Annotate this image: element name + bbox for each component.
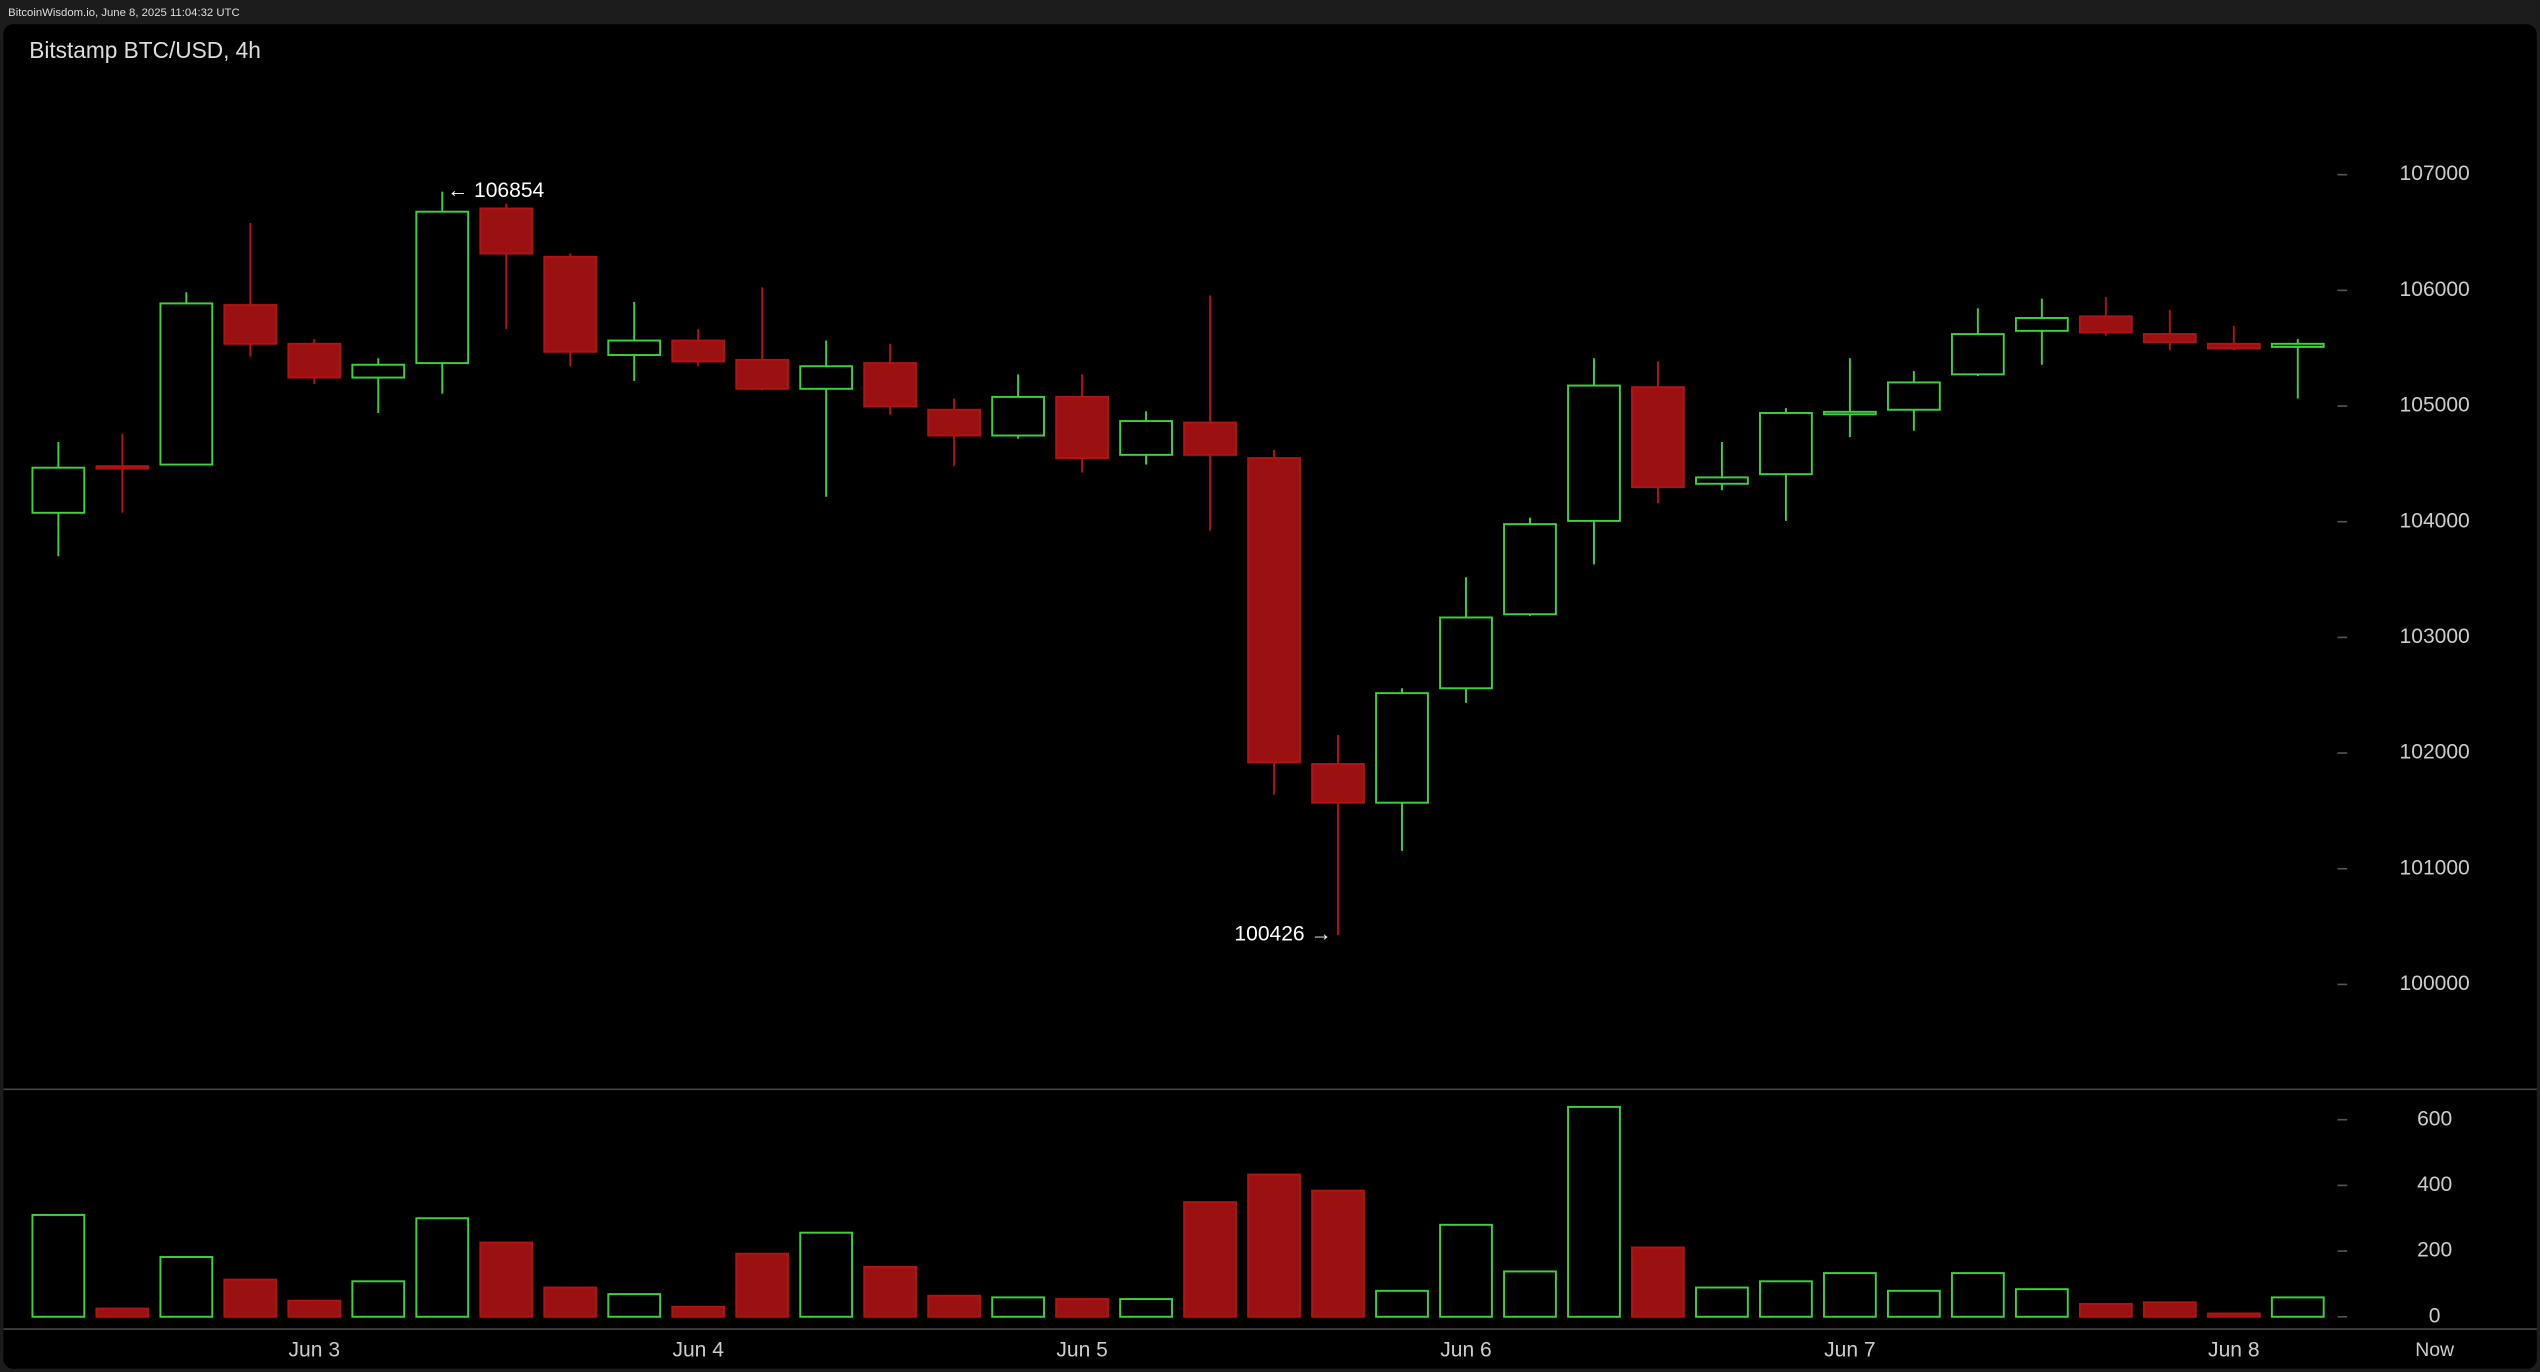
y-tick-label: 100000 <box>2400 972 2470 995</box>
y-tick-label: 107000 <box>2400 162 2470 185</box>
x-tick-label: Jun 6 <box>1440 1339 1492 1362</box>
volume-bar <box>1886 1289 1941 1318</box>
candle-body <box>95 465 150 470</box>
y-tick-label: 102000 <box>2400 741 2470 764</box>
candle-body <box>671 339 726 363</box>
volume-bar <box>735 1252 790 1318</box>
volume-bar <box>1823 1272 1877 1318</box>
candle-body <box>2014 317 2069 332</box>
candle-body <box>1759 412 1813 476</box>
volume-bar <box>607 1293 662 1318</box>
volume-bar <box>1759 1280 1813 1318</box>
x-tick-label: Jun 3 <box>289 1339 341 1362</box>
volume-tick-label: 400 <box>2417 1173 2452 1196</box>
volume-tick-label: 0 <box>2429 1304 2441 1327</box>
volume-bar <box>95 1307 150 1318</box>
volume-bar <box>799 1231 854 1318</box>
candle-body <box>1375 692 1429 804</box>
volume-bar <box>1183 1201 1237 1318</box>
candle-body <box>1311 763 1365 804</box>
volume-bar <box>2206 1312 2261 1318</box>
candle-body <box>415 210 470 365</box>
candle-body <box>1503 523 1557 616</box>
candle-body <box>1950 333 2005 376</box>
x-tick-label: Jun 8 <box>2208 1339 2260 1362</box>
candle-body <box>223 304 278 345</box>
volume-bar <box>2014 1288 2069 1318</box>
volume-bar <box>1439 1223 1493 1318</box>
y-tick-label: 105000 <box>2400 394 2470 417</box>
now-label: Now <box>2415 1339 2455 1361</box>
candle-body <box>1695 476 1749 485</box>
volume-tick-label: 200 <box>2417 1239 2452 1262</box>
volume-bar <box>1247 1173 1301 1318</box>
volume-bar <box>415 1217 470 1318</box>
volume-bar <box>479 1241 534 1318</box>
price-annotation: 100426 → <box>1234 923 1331 946</box>
volume-bar <box>863 1265 918 1318</box>
x-tick-label: Jun 4 <box>672 1339 724 1362</box>
candle-body <box>1119 420 1173 456</box>
volume-bar <box>1631 1246 1685 1318</box>
volume-bar <box>671 1305 726 1318</box>
volume-bar <box>1503 1270 1557 1318</box>
y-tick-label: 101000 <box>2400 856 2470 879</box>
candle-body <box>991 395 1046 437</box>
candle-body <box>927 408 982 437</box>
price-annotation: ← 106854 <box>447 179 544 202</box>
candle-body <box>2078 315 2133 334</box>
volume-bar <box>1311 1189 1365 1318</box>
volume-bar <box>543 1286 598 1318</box>
candle-body <box>351 363 406 379</box>
volume-bar <box>159 1256 214 1318</box>
candle-body <box>2142 333 2197 344</box>
volume-bar <box>31 1213 86 1318</box>
volume-bar <box>927 1294 982 1318</box>
y-tick-label: 104000 <box>2400 509 2470 532</box>
y-tick-label: 103000 <box>2400 625 2470 648</box>
candle-body <box>1631 386 1685 488</box>
x-tick-label: Jun 7 <box>1824 1339 1876 1362</box>
volume-bar <box>1950 1272 2005 1318</box>
chart-title: Bitstamp BTC/USD, 4h <box>29 37 261 63</box>
candle-body <box>159 302 214 466</box>
candle-body <box>287 342 342 379</box>
candle-body <box>863 362 918 408</box>
candle-body <box>735 358 790 390</box>
volume-bar <box>1119 1298 1173 1318</box>
volume-bar <box>1567 1105 1621 1318</box>
candle-body <box>1055 395 1109 460</box>
volume-bar <box>1055 1298 1109 1318</box>
volume-bar <box>287 1299 342 1318</box>
candle-body <box>1439 616 1493 690</box>
volume-bar <box>1695 1286 1749 1318</box>
candle-body <box>607 339 662 356</box>
header: BitcoinWisdom.io, June 8, 2025 11:04:32 … <box>8 7 240 19</box>
x-tick-label: Jun 5 <box>1056 1339 1108 1362</box>
volume-bar <box>223 1278 278 1318</box>
candle-body <box>1567 384 1621 522</box>
volume-bar <box>2078 1302 2133 1318</box>
volume-tick-label: 600 <box>2417 1107 2452 1130</box>
candle-body <box>543 255 598 353</box>
candle-body <box>1183 421 1237 456</box>
y-tick-label: 106000 <box>2400 278 2470 301</box>
candle-body <box>799 365 854 390</box>
candle-body <box>1823 410 1877 416</box>
candle-body <box>479 207 534 255</box>
volume-bar <box>351 1280 406 1318</box>
volume-bar <box>1375 1289 1429 1318</box>
candle-body <box>2206 342 2261 350</box>
volume-bar <box>2270 1296 2325 1318</box>
candle-body <box>1247 457 1301 764</box>
candle-body <box>1886 381 1941 411</box>
candle-body <box>31 466 86 514</box>
volume-bar <box>2142 1301 2197 1318</box>
volume-bar <box>991 1296 1046 1318</box>
candle-body <box>2270 342 2325 348</box>
